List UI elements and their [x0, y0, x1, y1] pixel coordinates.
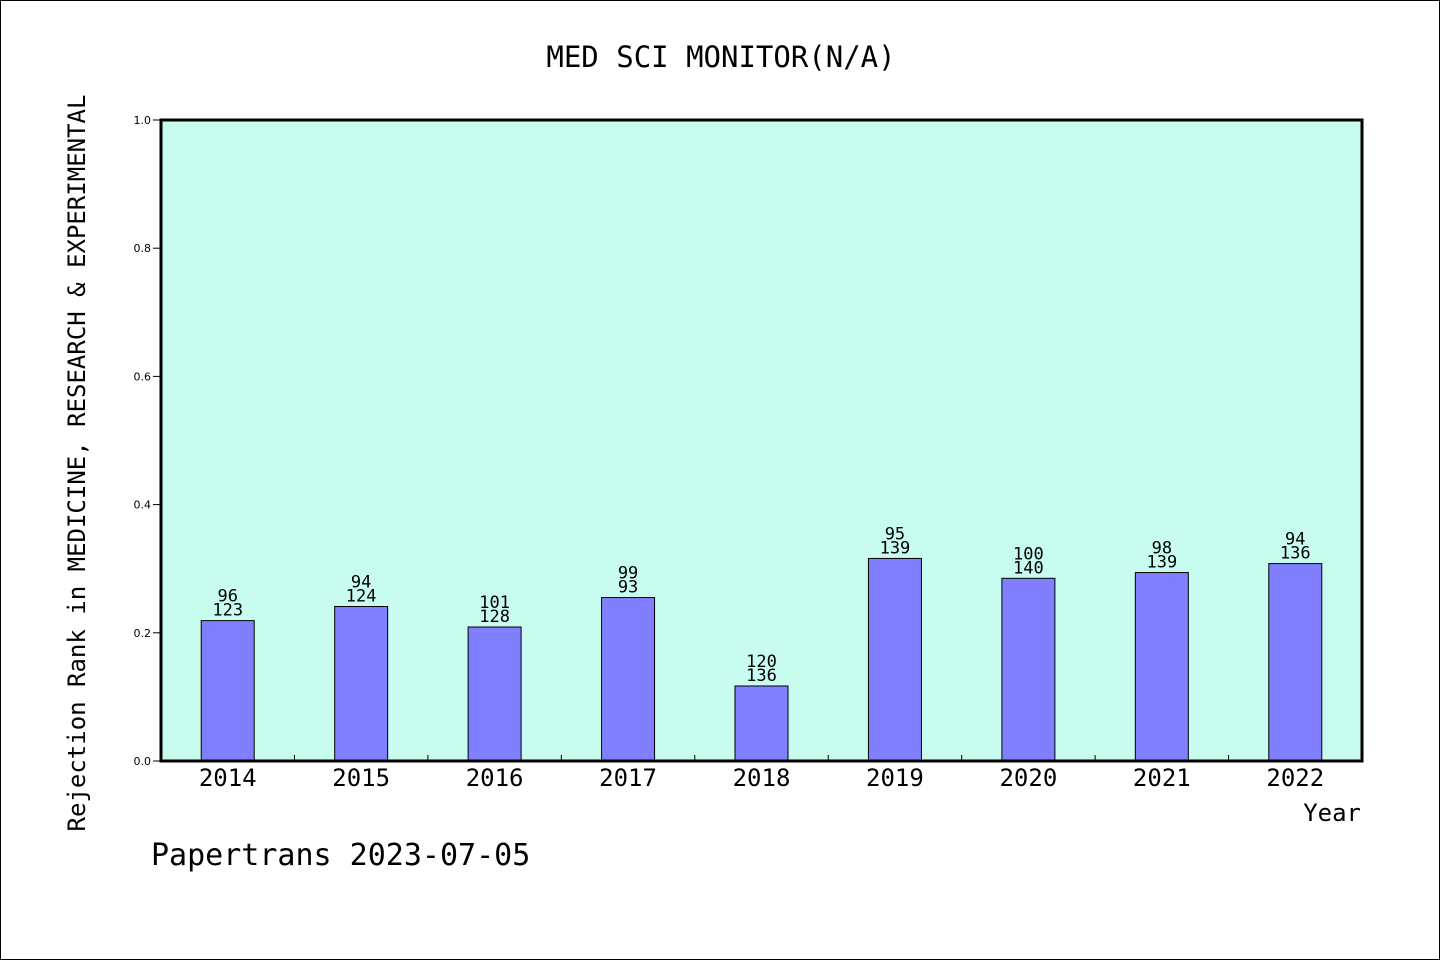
x-tick-label-2014: 2014: [199, 764, 257, 792]
x-tick-label-2019: 2019: [866, 764, 924, 792]
y-tick-label-1.0: 1.0: [134, 114, 152, 127]
bar-label-top-2017: 99: [618, 564, 638, 584]
bar-label-top-2021: 98: [1152, 539, 1172, 559]
plot-border: [159, 118, 1364, 763]
bar-2021: [1134, 572, 1189, 762]
bar-label-bottom-2016: 128: [479, 607, 510, 627]
bar-label-bottom-2015: 124: [346, 587, 377, 607]
bar-label-top-2014: 96: [217, 587, 237, 607]
x-tick-label-2015: 2015: [332, 764, 390, 792]
bar-label-bottom-2022: 136: [1280, 544, 1311, 564]
bar-label-top-2018: 120: [746, 652, 777, 672]
bar-2019: [867, 557, 922, 762]
bar-label-bottom-2021: 139: [1146, 553, 1177, 573]
x-tick-label-2017: 2017: [599, 764, 657, 792]
bar-label-bottom-2014: 123: [212, 601, 243, 621]
x-tick-label-2016: 2016: [466, 764, 524, 792]
x-tick-label-2020: 2020: [999, 764, 1057, 792]
bars: [200, 557, 1323, 762]
bar-2016: [467, 626, 522, 762]
bar-2014: [200, 620, 255, 762]
chart-title: MED SCI MONITOR(N/A): [546, 40, 895, 74]
bar-label-bottom-2019: 139: [880, 538, 911, 558]
bar-2018: [734, 685, 789, 762]
x-axis-label: Year: [1303, 799, 1361, 827]
y-axis-label: Rejection Rank in MEDICINE, RESEARCH & E…: [63, 95, 91, 832]
bar-label-bottom-2020: 140: [1013, 558, 1044, 578]
y-tick-label-0.2: 0.2: [134, 627, 152, 640]
bar-label-top-2019: 95: [885, 524, 905, 544]
x-axis: 2014 2015 2016 2017 2018 2019 2020 2021 2022: [199, 755, 1324, 792]
bar-2020: [1001, 577, 1056, 762]
bar-2022: [1268, 563, 1323, 762]
bar-2015: [334, 606, 389, 762]
bar-label-top-2022: 94: [1285, 530, 1305, 550]
x-tick-label-2022: 2022: [1266, 764, 1324, 792]
footer-text: Papertrans 2023-07-05: [151, 838, 530, 873]
y-tick-label-0.8: 0.8: [134, 242, 152, 255]
bar-2017: [601, 597, 656, 762]
y-tick-label-0.0: 0.0: [134, 755, 152, 768]
x-tick-label-2021: 2021: [1133, 764, 1191, 792]
bar-label-top-2020: 100: [1013, 544, 1044, 564]
y-tick-label-0.4: 0.4: [134, 499, 152, 512]
x-tick-label-2018: 2018: [733, 764, 791, 792]
bar-label-top-2016: 101: [479, 593, 510, 613]
bar-label-bottom-2017: 93: [618, 578, 638, 598]
y-tick-label-0.6: 0.6: [134, 370, 152, 383]
bar-label-top-2015: 94: [351, 573, 371, 593]
bar-label-bottom-2018: 136: [746, 666, 777, 686]
y-axis: 0.0 0.2 0.4 0.6 0.8 1.0: [134, 114, 161, 768]
